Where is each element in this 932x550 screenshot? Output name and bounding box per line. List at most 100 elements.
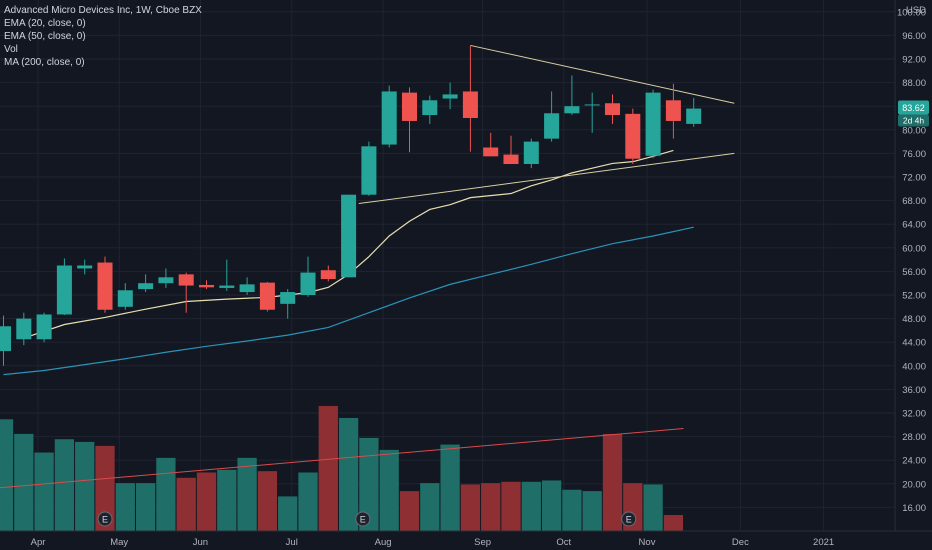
earnings-marker[interactable] [355, 511, 371, 527]
volume-bar [663, 515, 684, 531]
candle-body[interactable] [381, 91, 397, 145]
time-tick-label: Jun [193, 537, 208, 548]
time-scale[interactable] [0, 531, 932, 550]
candle-body[interactable] [503, 154, 519, 165]
volume-bar [643, 484, 663, 531]
price-scale-currency: USD [906, 5, 926, 16]
candle-body[interactable] [239, 284, 255, 293]
time-tick-label: Nov [639, 537, 656, 548]
chart-title[interactable]: Advanced Micro Devices Inc, 1W, Cboe BZX [4, 5, 202, 16]
candle-body[interactable] [361, 146, 377, 195]
volume-bar [602, 433, 623, 531]
candle-body[interactable] [341, 194, 357, 278]
volume-bar [14, 433, 34, 531]
price-tick-label: 28.00 [902, 432, 926, 443]
time-tick-label: Oct [556, 537, 571, 548]
candle-body[interactable] [320, 270, 336, 280]
candle-body[interactable] [604, 103, 621, 116]
volume-bar [562, 489, 582, 531]
price-tick-label: 64.00 [902, 220, 926, 231]
price-tick-label: 92.00 [902, 55, 926, 66]
candle-body[interactable] [198, 284, 215, 288]
earnings-marker-label: E [102, 515, 108, 525]
volume-bar [135, 483, 156, 531]
time-tick-label: May [110, 537, 128, 548]
candle-body[interactable] [483, 147, 499, 157]
volume-label[interactable]: Vol [4, 44, 18, 55]
volume-bar [440, 444, 460, 531]
trendline[interactable] [470, 44, 735, 104]
time-tick-label: Aug [375, 537, 392, 548]
candle-body[interactable] [117, 290, 133, 307]
price-tick-label: 80.00 [902, 125, 926, 136]
candle-body[interactable] [219, 285, 235, 288]
price-scale[interactable] [895, 0, 932, 531]
volume-bar [95, 445, 115, 531]
candle-body[interactable] [442, 94, 458, 99]
candle-body[interactable] [178, 274, 194, 286]
volume-bar [541, 480, 562, 531]
volume-bar [176, 477, 196, 531]
candle-body[interactable] [97, 262, 113, 310]
price-tick-label: 36.00 [902, 385, 926, 396]
price-tick-label: 40.00 [902, 361, 926, 372]
price-tick-label: 20.00 [902, 479, 926, 490]
volume-bar [359, 437, 379, 531]
price-tick-label: 68.00 [902, 196, 926, 207]
candle-body[interactable] [462, 91, 478, 118]
price-tick-label: 32.00 [902, 409, 926, 420]
trendline[interactable] [358, 152, 735, 205]
earnings-marker[interactable] [621, 511, 637, 527]
candle-body[interactable] [686, 108, 702, 124]
time-tick-label: 2021 [813, 537, 834, 548]
price-tick-label: 24.00 [902, 456, 926, 467]
volume-bar [257, 471, 278, 531]
candle-body[interactable] [665, 100, 681, 121]
candle-body[interactable] [523, 141, 539, 165]
time-tick-label: Apr [31, 537, 46, 548]
volume-ma-line [0, 428, 684, 489]
volume-bar [460, 484, 481, 531]
candle-body[interactable] [0, 326, 12, 352]
price-tick-label: 52.00 [902, 291, 926, 302]
volume-bar [237, 457, 257, 531]
candle-body[interactable] [138, 283, 154, 290]
time-tick-label: Dec [732, 537, 749, 548]
candle-body[interactable] [584, 104, 600, 106]
candle-body[interactable] [280, 292, 296, 304]
volume-bar [156, 457, 176, 531]
candle-body[interactable] [16, 318, 32, 340]
volume-bar [318, 405, 338, 531]
ema50-label[interactable]: EMA (50, close, 0) [4, 31, 86, 42]
price-tick-label: 88.00 [902, 78, 926, 89]
price-tick-label: 16.00 [902, 503, 926, 514]
candle-body[interactable] [77, 265, 93, 269]
last-price-value: 83.62 [902, 103, 925, 113]
candle-body[interactable] [259, 282, 275, 310]
ma200-label[interactable]: MA (200, close, 0) [4, 57, 85, 68]
volume-bar [75, 441, 95, 531]
price-tick-label: 48.00 [902, 314, 926, 325]
candle-body[interactable] [645, 92, 661, 156]
candle-body[interactable] [544, 113, 560, 139]
candle-body[interactable] [36, 314, 52, 340]
candle-body[interactable] [564, 106, 580, 114]
last-price-badge [898, 100, 929, 115]
volume-bar [34, 452, 54, 531]
volume-bar [54, 439, 75, 531]
candle-body[interactable] [56, 265, 72, 315]
price-tick-label: 44.00 [902, 338, 926, 349]
candle-body[interactable] [422, 100, 438, 116]
volume-bar [521, 481, 541, 531]
countdown-value: 2d 4h [903, 115, 925, 125]
candle-body[interactable] [300, 272, 316, 295]
price-tick-label: 72.00 [902, 173, 926, 184]
candle-body[interactable] [158, 277, 174, 284]
countdown-badge [898, 114, 929, 127]
candle-body[interactable] [401, 92, 418, 121]
ema20-label[interactable]: EMA (20, close, 0) [4, 18, 86, 29]
earnings-marker[interactable] [97, 511, 113, 527]
candle-body[interactable] [625, 113, 641, 159]
price-tick-label: 76.00 [902, 149, 926, 160]
